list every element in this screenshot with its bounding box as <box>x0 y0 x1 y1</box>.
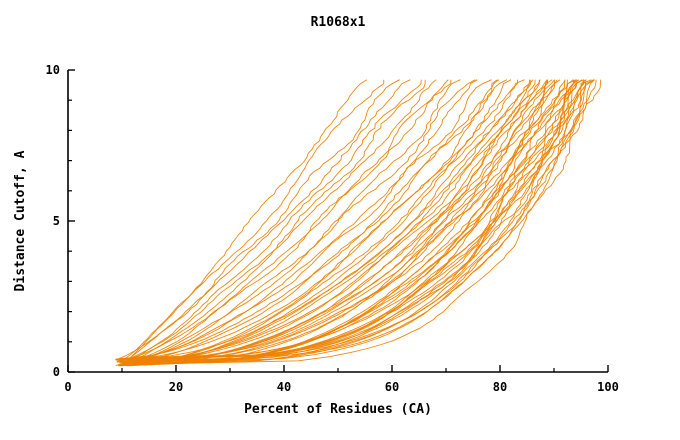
svg-text:0: 0 <box>64 380 71 394</box>
svg-text:20: 20 <box>169 380 183 394</box>
chart-title: R1068x1 <box>311 15 366 30</box>
svg-text:60: 60 <box>385 380 399 394</box>
y-axis-label: Distance Cutoff, A <box>13 150 28 291</box>
tick-marks <box>67 69 609 373</box>
svg-text:80: 80 <box>493 380 507 394</box>
svg-text:10: 10 <box>46 63 60 77</box>
svg-text:0: 0 <box>53 365 60 379</box>
svg-text:40: 40 <box>277 380 291 394</box>
svg-text:5: 5 <box>53 214 60 228</box>
svg-text:100: 100 <box>597 380 619 394</box>
tick-labels: 0 20 40 60 80 100 0 5 10 <box>46 63 619 394</box>
x-axis-label: Percent of Residues (CA) <box>244 402 432 417</box>
curve-lines <box>115 79 602 367</box>
